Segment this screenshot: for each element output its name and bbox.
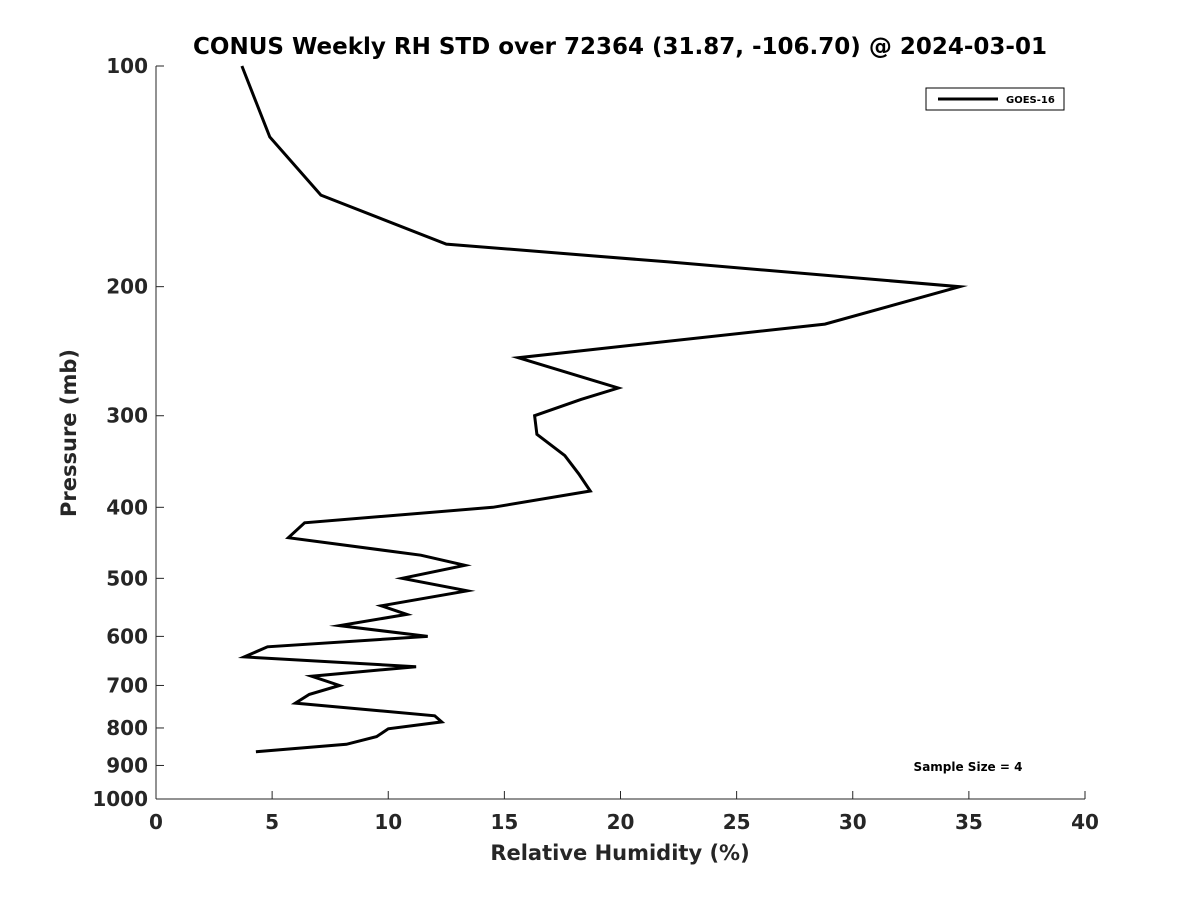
y-tick-label: 700 — [106, 673, 148, 697]
x-tick-label: 0 — [149, 810, 163, 834]
x-axis-title: Relative Humidity (%) — [490, 841, 749, 865]
x-tick-label: 20 — [607, 810, 635, 834]
x-tick-label: 35 — [955, 810, 983, 834]
x-tick-label: 15 — [490, 810, 518, 834]
x-tick-label: 40 — [1071, 810, 1099, 834]
y-tick-label: 800 — [106, 716, 148, 740]
legend: GOES-16 — [925, 87, 1065, 111]
y-tick-label: 100 — [106, 54, 148, 78]
series-line-goes-16 — [237, 65, 969, 754]
chart-title: CONUS Weekly RH STD over 72364 (31.87, -… — [193, 34, 1047, 60]
x-tick-label: 25 — [723, 810, 751, 834]
y-axis-title: Pressure (mb) — [57, 349, 81, 517]
legend-label-goes-16: GOES-16 — [1006, 95, 1055, 106]
y-tick-label: 400 — [106, 495, 148, 519]
y-axis-ticks: 100 200 300 400 500 600 700 800 900 1000 — [92, 54, 164, 811]
sample-size-annotation: Sample Size = 4 — [914, 760, 1023, 774]
x-tick-label: 10 — [374, 810, 402, 834]
y-tick-label: 900 — [106, 753, 148, 777]
y-tick-label: 200 — [106, 275, 148, 299]
y-tick-label: 500 — [106, 566, 148, 590]
x-axis-ticks: 0 5 10 15 20 25 30 35 40 — [149, 791, 1099, 834]
y-tick-label: 300 — [106, 404, 148, 428]
y-tick-label: 600 — [106, 624, 148, 648]
y-tick-label: 1000 — [92, 787, 148, 811]
x-tick-label: 30 — [839, 810, 867, 834]
x-tick-label: 5 — [265, 810, 279, 834]
plot-area — [237, 65, 969, 754]
